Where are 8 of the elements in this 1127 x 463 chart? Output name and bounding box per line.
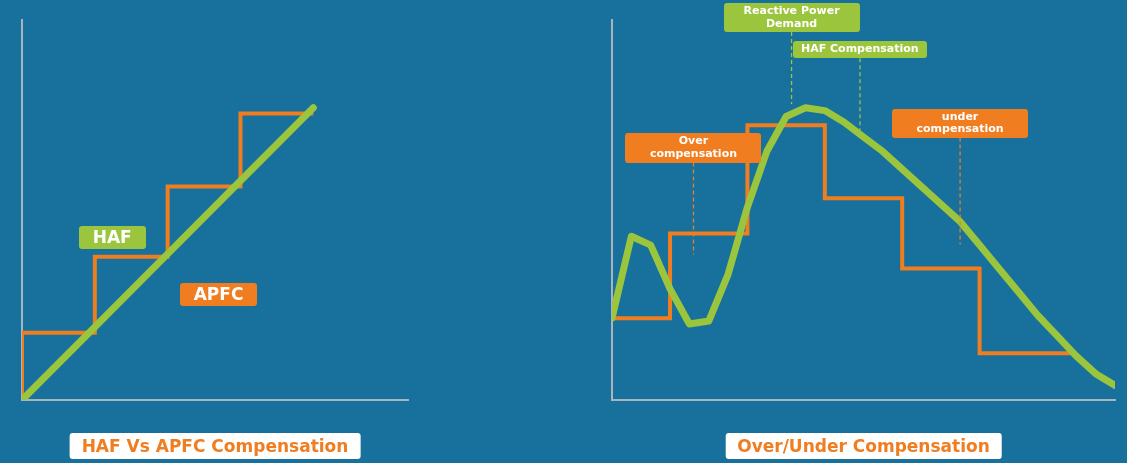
text: Over/Under Compensation <box>725 433 1002 459</box>
callout-label: APFC <box>179 282 258 307</box>
callout-label: under compensation <box>892 108 1029 138</box>
callout-label: HAF <box>78 225 146 250</box>
callout-label: Reactive Power Demand <box>723 2 860 33</box>
callout-label: HAF Compensation <box>792 41 927 58</box>
text: HAF Vs APFC Compensation <box>69 433 361 459</box>
callout-label: Over compensation <box>625 133 762 163</box>
